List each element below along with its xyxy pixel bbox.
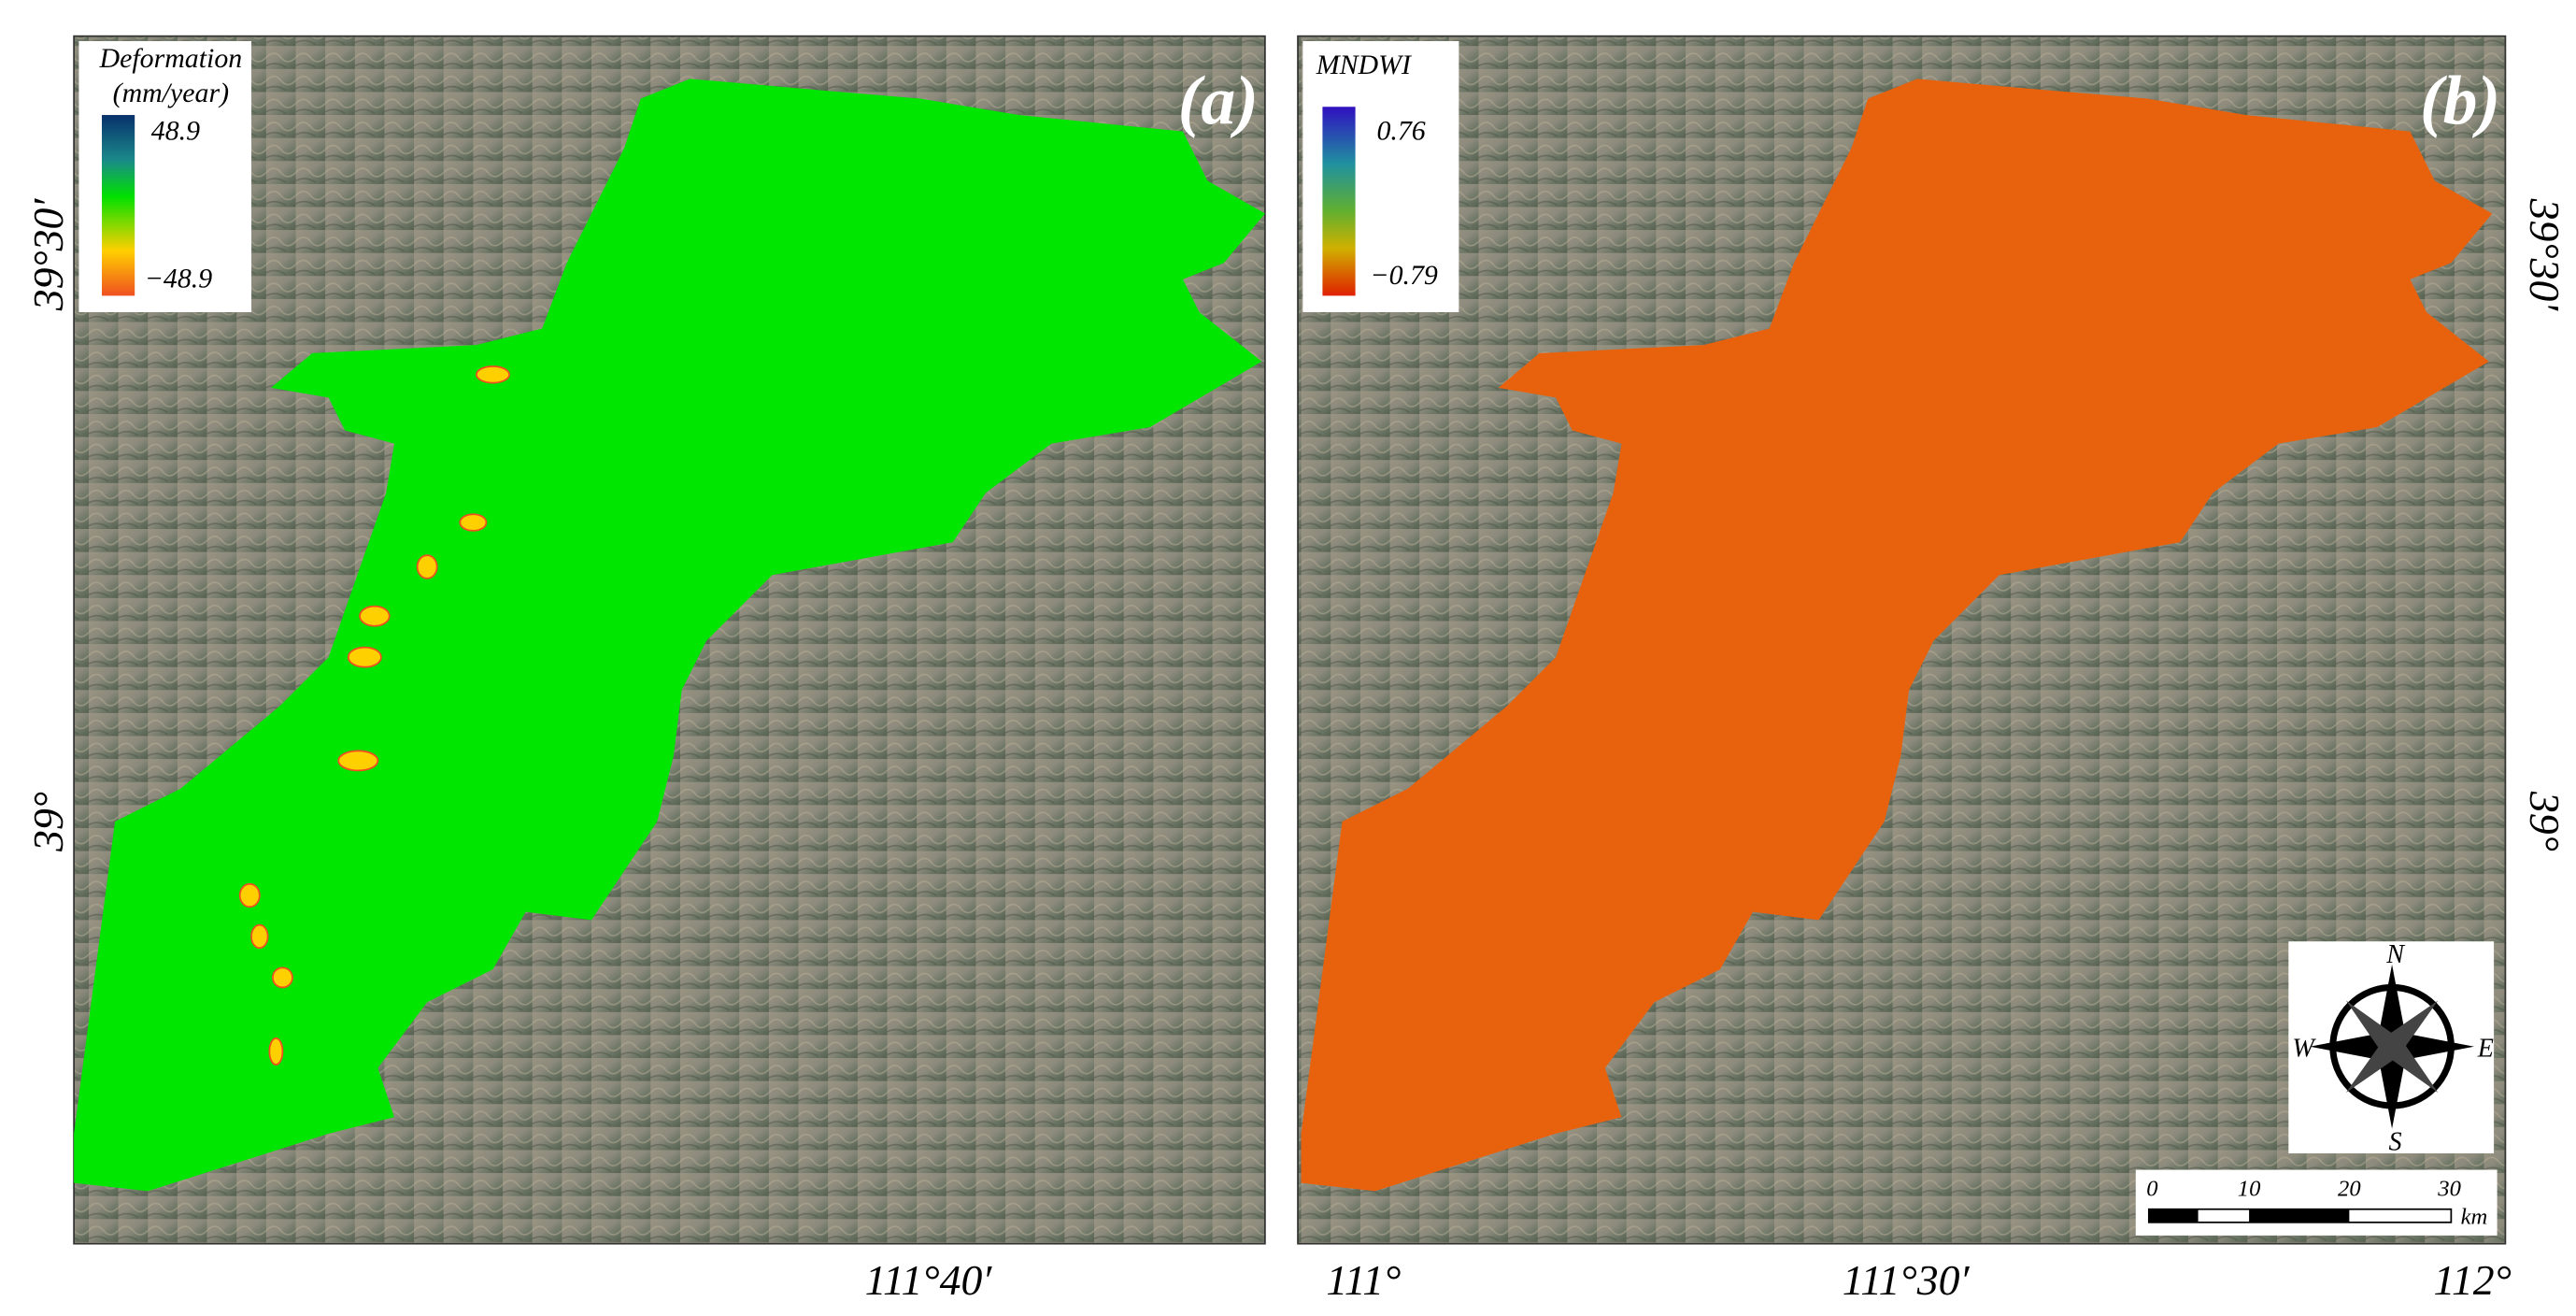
panel-label: (a): [1178, 62, 1259, 138]
lon-label: 111°40′: [865, 1256, 993, 1304]
lat-label: 39°30′: [24, 198, 72, 312]
legend-title: MNDWI: [1316, 50, 1413, 80]
scale-tick: 30: [2437, 1177, 2461, 1202]
legend-max: 48.9: [151, 115, 200, 146]
panel-a: Deformation (mm/year) 48.9 −48.9 (a): [73, 35, 1266, 1245]
legend-max: 0.76: [1376, 115, 1425, 146]
panel-b: MNDWI 0.76 −0.79 (b) N S E W 0: [1297, 35, 2507, 1245]
lat-label: 39°: [24, 792, 72, 852]
scale-bar: 0 10 20 30 km: [2135, 1169, 2498, 1236]
compass: N S E W: [2288, 940, 2495, 1156]
legend-title: Deformation: [99, 43, 243, 74]
scale-tick: 10: [2238, 1177, 2261, 1202]
scale-unit: km: [2461, 1205, 2488, 1230]
lon-label: 111°30′: [1843, 1256, 1971, 1304]
compass-e: E: [2477, 1034, 2494, 1063]
compass-n: N: [2385, 940, 2406, 969]
compass-s: S: [2389, 1127, 2402, 1156]
legend-colorbar: [102, 115, 135, 296]
lon-label: 112°: [2434, 1256, 2512, 1304]
legend-min: −48.9: [145, 264, 213, 294]
lat-label: 39°30′: [2521, 198, 2569, 312]
legend-unit: (mm/year): [113, 78, 229, 108]
panel-label: (b): [2420, 62, 2500, 138]
lat-label: 39°: [2521, 791, 2569, 851]
scale-tick: 20: [2338, 1177, 2361, 1202]
scale-tick: 0: [2146, 1177, 2157, 1202]
coordinate-labels: 39°30′ 39° 39°30′ 39° 111°40′ 111° 111°3…: [24, 198, 2569, 1305]
lon-label: 111°: [1326, 1256, 1401, 1304]
subsidence-spots: [238, 365, 510, 1066]
compass-w: W: [2292, 1034, 2316, 1063]
legend-min: −0.79: [1370, 260, 1438, 291]
legend-colorbar: [1322, 107, 1356, 296]
